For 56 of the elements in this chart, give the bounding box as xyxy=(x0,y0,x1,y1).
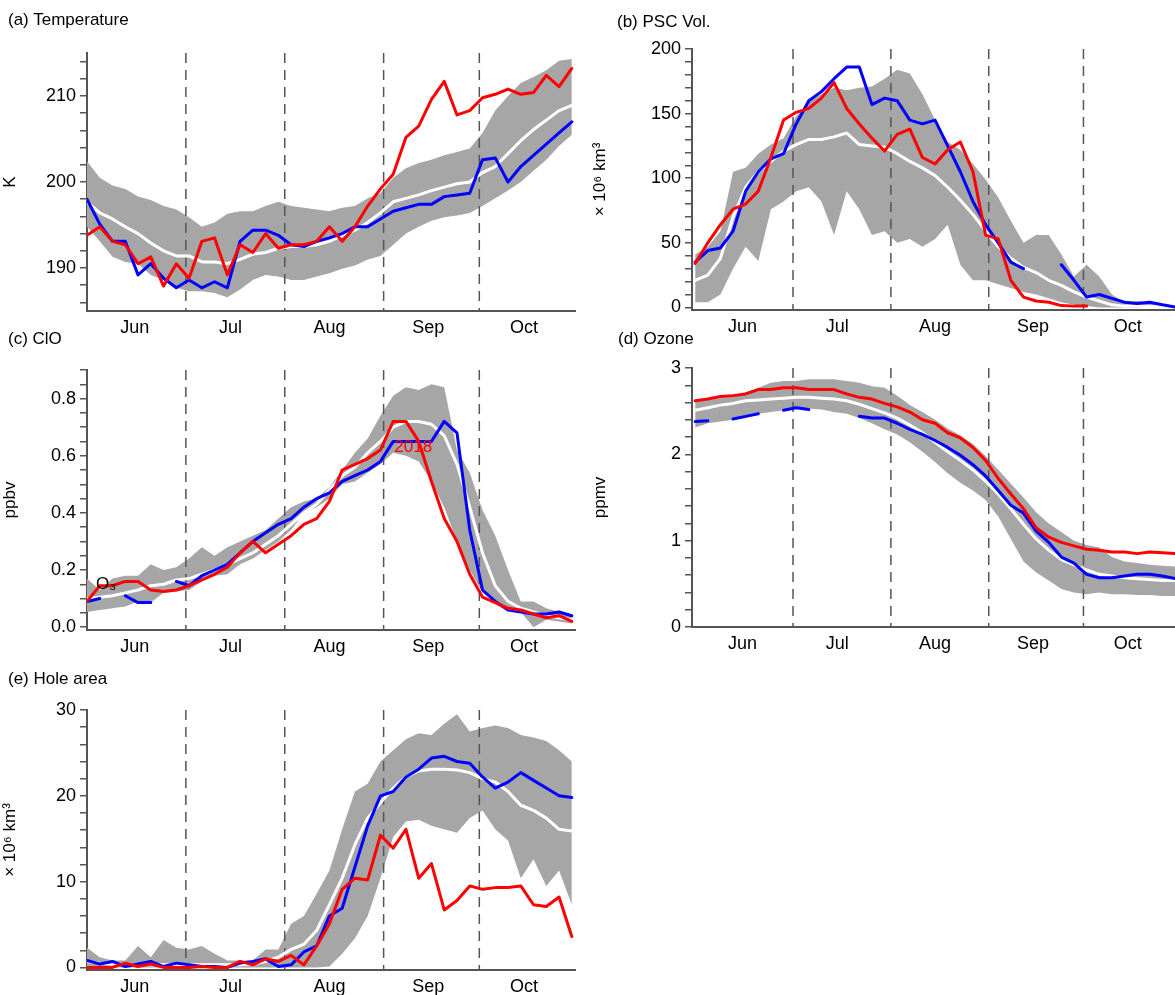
chart-title: (b) PSC Vol. xyxy=(617,11,711,31)
y-tick-label: 2 xyxy=(670,443,681,464)
x-tick-label: Jun xyxy=(727,315,758,336)
chart-title: (a) Temperature xyxy=(8,9,129,29)
x-tick-label: Aug xyxy=(313,635,346,656)
y-tick-label: 50 xyxy=(660,231,681,252)
y-tick-label: 0.8 xyxy=(50,387,76,408)
chart-title: (c) ClO xyxy=(8,328,62,348)
y-tick-label: 200 xyxy=(45,170,76,191)
x-tick-label: Sep xyxy=(1016,315,1049,336)
y-tick-label: 150 xyxy=(650,102,681,123)
y-tick-label: 0.0 xyxy=(50,616,76,637)
y-tick-label: 210 xyxy=(45,84,76,105)
x-tick-label: Aug xyxy=(313,316,346,337)
x-tick-label: Jul xyxy=(219,316,243,337)
y-tick-label: 30 xyxy=(55,698,76,719)
x-tick-label: Oct xyxy=(509,975,538,995)
y-tick-label: 0.2 xyxy=(50,558,76,579)
x-tick-label: Sep xyxy=(412,635,445,656)
x-tick-label: Oct xyxy=(1113,632,1142,653)
x-tick-label: Jun xyxy=(120,635,150,656)
y-axis-title: × 10⁶ km³ xyxy=(0,802,19,877)
x-tick-label: Oct xyxy=(1113,315,1142,336)
x-tick-label: Jun xyxy=(120,975,150,995)
x-tick-label: Jul xyxy=(825,315,849,336)
y-axis-title: × 10⁶ km³ xyxy=(589,142,609,217)
chart-title: (d) Ozone xyxy=(618,328,694,348)
y-tick-label: 20 xyxy=(55,784,76,805)
x-tick-label: Oct xyxy=(509,635,538,656)
x-tick-label: Sep xyxy=(1016,632,1049,653)
y-tick-label: 0 xyxy=(65,956,76,977)
x-tick-label: Jun xyxy=(727,632,758,653)
y-axis-title: ppbv xyxy=(0,481,19,519)
chart-title: (e) Hole area xyxy=(8,668,108,688)
y-tick-label: 0.4 xyxy=(50,501,76,522)
y-tick-label: 10 xyxy=(55,870,76,891)
x-tick-label: Aug xyxy=(919,315,952,336)
y-tick-label: 1 xyxy=(670,529,681,550)
x-tick-label: Jul xyxy=(825,632,849,653)
x-tick-label: Aug xyxy=(313,975,346,995)
x-tick-label: Jun xyxy=(120,316,150,337)
y-axis-title: K xyxy=(0,175,19,188)
y-tick-label: 3 xyxy=(670,356,681,377)
y-axis-title: ppmv xyxy=(589,476,609,519)
x-tick-label: Aug xyxy=(919,632,952,653)
x-tick-label: Jul xyxy=(219,975,243,995)
y-tick-label: 0.6 xyxy=(50,444,76,465)
x-tick-label: Sep xyxy=(412,316,445,337)
x-tick-label: Jul xyxy=(219,635,243,656)
y-tick-label: 0 xyxy=(670,296,681,317)
x-tick-label: Sep xyxy=(412,975,445,995)
x-tick-label: Oct xyxy=(509,316,538,337)
y-tick-label: 100 xyxy=(650,167,681,188)
y-tick-label: 200 xyxy=(650,37,681,58)
y-tick-label: 0 xyxy=(670,615,681,636)
y-tick-label: 190 xyxy=(45,256,76,277)
